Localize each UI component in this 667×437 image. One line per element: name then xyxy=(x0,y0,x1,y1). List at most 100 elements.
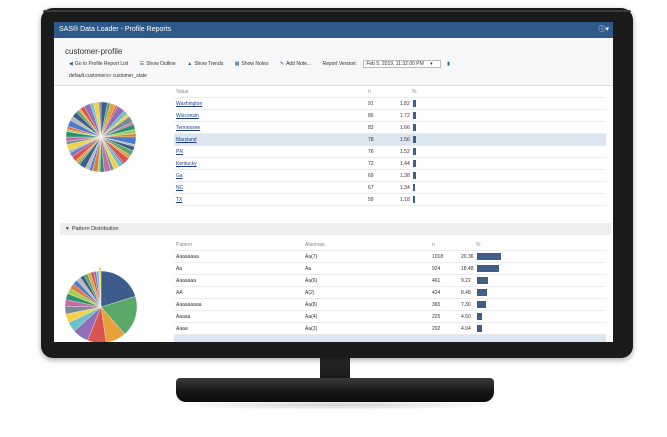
app-titlebar: SAS® Data Loader - Profile Reports ⓘ▾ xyxy=(54,22,613,38)
pct-bar xyxy=(413,112,417,119)
value-cell: TX xyxy=(176,197,182,203)
pct-cell: 18.48 xyxy=(461,266,474,272)
table-row[interactable]: Maryland 78 1.56 xyxy=(174,134,606,146)
n-cell: 461 xyxy=(432,278,441,284)
n-cell: 72 xyxy=(368,161,374,167)
monitor-base xyxy=(176,378,494,402)
table-row[interactable]: Wisconsin 86 1.72 xyxy=(174,110,606,122)
pct-column-header: % xyxy=(476,242,481,248)
go-to-list-label: Go to Profile Report List xyxy=(74,61,129,67)
pct-cell: 4.50 xyxy=(461,314,471,320)
pattern-cell: Aaaaaaaa xyxy=(176,254,199,260)
alternate-cell: Aa(7) xyxy=(305,254,318,260)
stand-shadow xyxy=(170,400,500,410)
go-to-list-button[interactable]: ◀ Go to Profile Report List xyxy=(69,61,133,67)
table-row[interactable]: NC 67 1.34 xyxy=(174,182,606,194)
add-note-button[interactable]: ✎ Add Note... xyxy=(280,61,316,67)
pct-cell: 1.56 xyxy=(400,137,410,143)
n-cell: 59 xyxy=(368,197,374,203)
show-outline-button[interactable]: ☰ Show Outline xyxy=(140,61,181,67)
value-link[interactable]: NC xyxy=(176,185,184,191)
table-row[interactable]: Ga 69 1.38 xyxy=(174,170,606,182)
n-cell: 83 xyxy=(368,125,374,131)
pattern-column-header: Pattern xyxy=(176,242,193,248)
pattern-header-row: Pattern Alternate n % xyxy=(174,239,606,251)
pct-cell: 1.38 xyxy=(400,173,410,179)
alternate-cell: Aa(6) xyxy=(305,278,318,284)
value-link[interactable]: Kentucky xyxy=(176,161,197,167)
table-row[interactable]: Washington 91 1.82 xyxy=(174,98,606,110)
pattern-cell: AA xyxy=(176,290,183,296)
collapse-icon[interactable]: ▾ xyxy=(66,226,69,232)
n-column-header: n xyxy=(432,242,435,248)
pie-slice xyxy=(98,266,102,304)
table-row[interactable]: Aaaaaaa Aa(6) 461 9.22 xyxy=(174,275,606,287)
pct-cell: 1.52 xyxy=(400,149,410,155)
value-link[interactable]: TX xyxy=(176,197,183,203)
value-link[interactable]: Wisconsin xyxy=(176,113,199,119)
n-cell: 78 xyxy=(368,137,374,143)
n-cell: 86 xyxy=(368,113,374,119)
toolbar: ◀ Go to Profile Report List ☰ Show Outline… xyxy=(69,60,452,70)
pct-bar xyxy=(413,184,416,191)
table-row[interactable]: TX 59 1.18 xyxy=(174,194,606,206)
table-row[interactable]: Aaaaa Aa(4) 225 4.50 xyxy=(174,311,606,323)
pct-cell: 20.36 xyxy=(461,254,474,260)
add-note-icon: ✎ xyxy=(279,61,285,67)
pie-slice xyxy=(100,270,136,308)
value-link[interactable]: Ga xyxy=(176,173,183,179)
n-cell: 69 xyxy=(368,173,374,179)
pattern-section-title: Pattern Distribution xyxy=(71,226,119,232)
value-column-header: Value xyxy=(176,89,189,95)
table-row[interactable]: Tennessee 83 1.66 xyxy=(174,122,606,134)
pct-cell: 9.22 xyxy=(461,278,471,284)
table-row[interactable] xyxy=(174,335,606,342)
value-cell: Kentucky xyxy=(176,161,197,167)
pattern-cell: Aa xyxy=(176,266,183,272)
n-cell: 202 xyxy=(432,326,441,332)
n-cell: 924 xyxy=(432,266,441,272)
screen: SAS® Data Loader - Profile Reports ⓘ▾ cu… xyxy=(54,22,613,342)
pattern-section-header[interactable]: ▾ Pattern Distribution xyxy=(60,223,611,235)
notes-icon: ▩ xyxy=(234,61,240,67)
table-row[interactable]: Aa Aa 924 18.48 xyxy=(174,263,606,275)
table-row[interactable]: Aaaaaaaaa Aa(8) 365 7.30 xyxy=(174,299,606,311)
n-cell: 91 xyxy=(368,101,374,107)
pct-column-header: % xyxy=(412,89,417,95)
report-title: customer-profile xyxy=(65,47,123,56)
frequency-pie-chart xyxy=(65,101,137,173)
n-cell: 225 xyxy=(432,314,441,320)
help-icon[interactable]: ⓘ▾ xyxy=(598,26,609,33)
n-cell: 1018 xyxy=(432,254,444,260)
n-column-header: n xyxy=(368,89,371,95)
pct-bar xyxy=(413,136,416,143)
value-link[interactable]: Tennessee xyxy=(176,125,201,131)
table-row[interactable]: Kentucky 72 1.44 xyxy=(174,158,606,170)
pct-bar xyxy=(413,172,416,179)
pct-bar xyxy=(477,325,482,332)
trends-icon: ▲ xyxy=(187,61,193,67)
value-link[interactable]: PR xyxy=(176,149,183,155)
pct-bar xyxy=(413,100,417,107)
version-select[interactable]: Feb 5, 2019, 11:32:00 PM ▾ xyxy=(363,60,441,68)
table-row[interactable]: Aaaa Aa(3) 202 4.04 xyxy=(174,323,606,335)
value-link[interactable]: Washington xyxy=(176,101,203,107)
n-cell: 67 xyxy=(368,185,374,191)
table-row[interactable]: PR 76 1.52 xyxy=(174,146,606,158)
frequency-header-row: Value n % xyxy=(174,86,606,98)
show-notes-button[interactable]: ▩ Show Notes xyxy=(235,61,274,67)
value-cell: Ga xyxy=(176,173,183,179)
pattern-cell: Aaaaaaaaa xyxy=(176,302,202,308)
delete-icon[interactable]: ▮ xyxy=(447,61,450,67)
show-trends-label: Show Trends xyxy=(194,61,224,67)
table-row[interactable]: Aaaaaaaa Aa(7) 1018 20.36 xyxy=(174,251,606,263)
value-link[interactable]: Maryland xyxy=(176,137,197,143)
table-row[interactable]: AA A(2) 424 8.48 xyxy=(174,287,606,299)
pattern-cell: Aaaa xyxy=(176,326,188,332)
pattern-pie-chart xyxy=(65,266,137,342)
pct-bar xyxy=(477,301,486,308)
value-cell: Tennessee xyxy=(176,125,200,131)
pie-slice xyxy=(100,306,125,342)
show-trends-button[interactable]: ▲ Show Trends xyxy=(187,61,228,67)
